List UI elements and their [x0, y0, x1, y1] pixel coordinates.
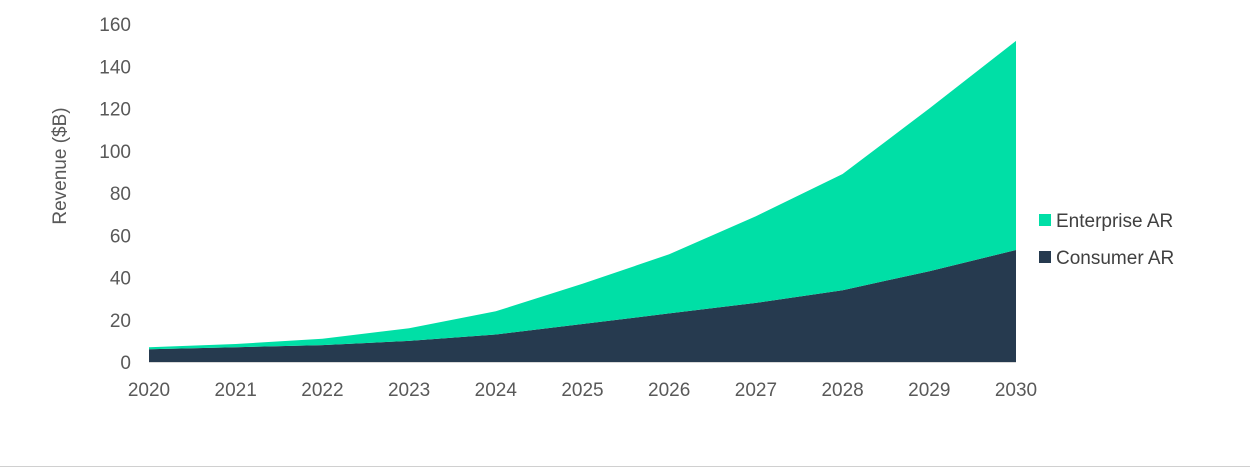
x-tick-label: 2022	[301, 380, 343, 401]
y-tick-label: 80	[110, 184, 131, 205]
y-tick-label: 160	[99, 15, 131, 36]
y-tick-label: 100	[99, 142, 131, 163]
legend: Enterprise AR Consumer AR	[1039, 211, 1174, 269]
x-tick-label: 2030	[995, 380, 1037, 401]
x-tick-label: 2020	[128, 380, 170, 401]
x-tick-label: 2026	[648, 380, 690, 401]
y-axis-ticks: 0 20 40 60 80 100 120 140 160	[99, 15, 131, 374]
x-tick-label: 2029	[908, 380, 950, 401]
x-tick-label: 2024	[475, 380, 518, 401]
x-tick-label: 2023	[388, 380, 430, 401]
x-tick-label: 2028	[821, 380, 863, 401]
legend-swatch	[1039, 251, 1051, 263]
plot-areas	[149, 40, 1016, 362]
y-axis-title: Revenue ($B)	[50, 107, 71, 224]
y-tick-label: 140	[99, 57, 131, 78]
y-tick-label: 120	[99, 100, 131, 121]
legend-label: Consumer AR	[1056, 248, 1174, 269]
y-tick-label: 60	[110, 226, 131, 247]
legend-label: Enterprise AR	[1056, 211, 1173, 232]
x-axis-ticks: 2020 2021 2022 2023 2024 2025 2026 2027 2028 2029…	[128, 380, 1037, 401]
y-tick-label: 0	[120, 353, 131, 374]
x-tick-label: 2027	[735, 380, 777, 401]
y-tick-label: 40	[110, 269, 131, 290]
x-tick-label: 2021	[215, 380, 257, 401]
area-enterprise-ar	[149, 40, 1016, 350]
y-tick-label: 20	[110, 311, 131, 332]
legend-swatch	[1039, 214, 1051, 226]
area-consumer-ar	[149, 250, 1016, 362]
x-tick-label: 2025	[561, 380, 603, 401]
